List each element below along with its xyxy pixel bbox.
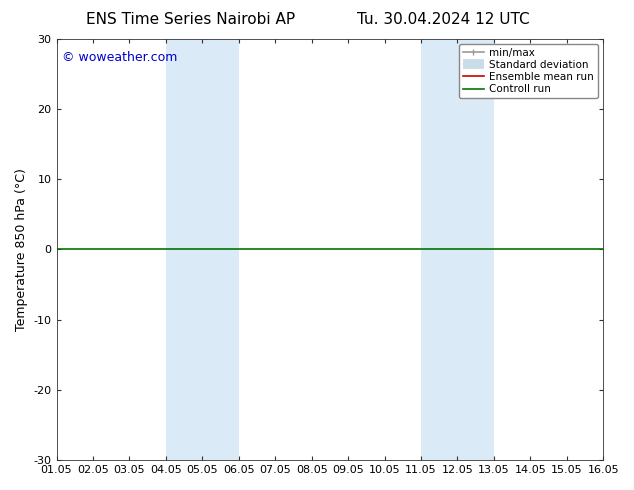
- Y-axis label: Temperature 850 hPa (°C): Temperature 850 hPa (°C): [15, 168, 28, 331]
- Bar: [166, 39, 239, 460]
- Bar: [421, 39, 494, 460]
- Text: Tu. 30.04.2024 12 UTC: Tu. 30.04.2024 12 UTC: [358, 12, 530, 27]
- Legend: min/max, Standard deviation, Ensemble mean run, Controll run: min/max, Standard deviation, Ensemble me…: [459, 44, 598, 98]
- Text: ENS Time Series Nairobi AP: ENS Time Series Nairobi AP: [86, 12, 295, 27]
- Text: © woweather.com: © woweather.com: [62, 51, 178, 64]
